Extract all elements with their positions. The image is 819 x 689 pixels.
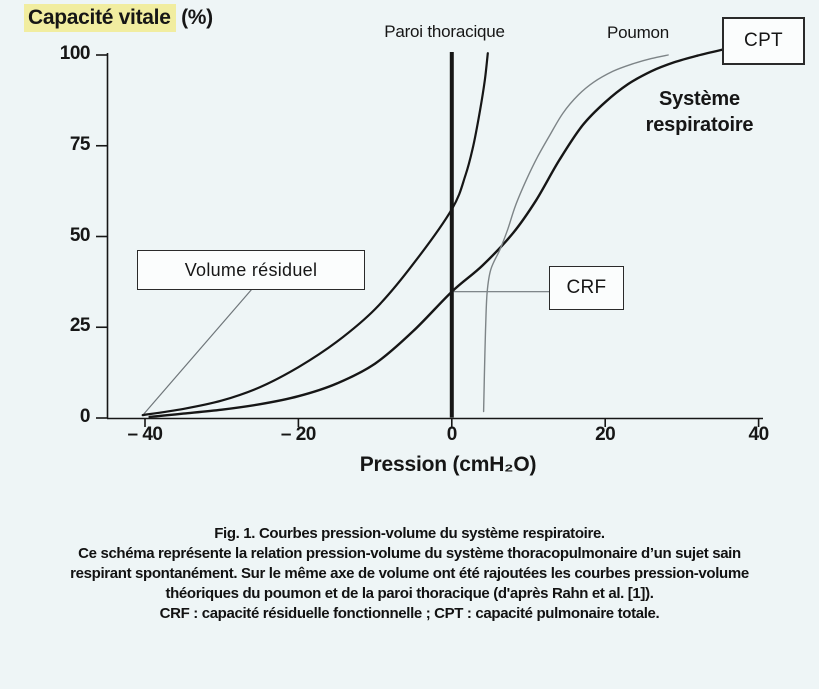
x-tick-label: – 20 <box>280 424 316 445</box>
x-axis-title: Pression (cmH₂O) <box>359 453 537 476</box>
volume-residuel-label: Volume résiduel <box>184 259 318 280</box>
y-tick-label: 75 <box>69 133 91 155</box>
x-tick-label: – 40 <box>127 424 163 445</box>
x-tick-label: 0 <box>446 424 458 445</box>
curve-poumon <box>482 54 669 413</box>
curve-syst-me-respiratoire <box>148 48 724 419</box>
cpt-box: CPT <box>722 17 805 65</box>
volume-residuel-box: Volume résiduel <box>137 250 365 290</box>
label-poumon: Poumon <box>606 23 670 42</box>
y-tick-label: 50 <box>69 224 91 246</box>
figure-caption: Fig. 1. Courbes pression-volume du systè… <box>0 524 819 624</box>
chart-canvas <box>96 48 763 427</box>
y-tick-label: 100 <box>59 43 91 64</box>
x-tick-label: 20 <box>595 424 616 445</box>
title-suffix: (%) <box>175 6 213 29</box>
y-tick-label: 25 <box>69 315 91 337</box>
label-systeme-respiratoire: Système respiratoire <box>645 88 754 136</box>
caption-line: théoriques du poumon et de la paroi thor… <box>165 585 654 602</box>
caption-line: Ce schéma représente la relation pressio… <box>78 545 741 562</box>
caption-line: respirant spontanément. Sur le même axe … <box>70 565 749 582</box>
caption-line: Fig. 1. Courbes pression-volume du systè… <box>214 525 605 542</box>
y-tick-label: 0 <box>79 406 91 427</box>
title-highlight: Capacité vitale <box>24 4 176 32</box>
crf-box: CRF <box>549 266 624 310</box>
volume-residuel-leader-line <box>143 288 253 415</box>
chart-title: Capacité vitale (%) <box>24 4 213 32</box>
cpt-label: CPT <box>744 30 783 51</box>
crf-label: CRF <box>566 277 607 298</box>
curve-paroi-thoracique <box>141 52 489 417</box>
x-tick-label: 40 <box>748 424 770 445</box>
caption-line: CRF : capacité résiduelle fonctionnelle … <box>159 605 660 622</box>
label-paroi-thoracique: Paroi thoracique <box>384 22 505 41</box>
